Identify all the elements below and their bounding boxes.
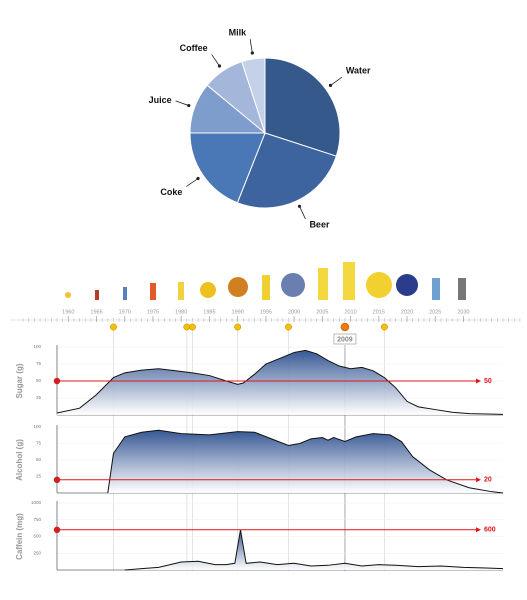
leader-dot xyxy=(196,176,200,181)
pie-label: Milk xyxy=(229,28,247,38)
axis-title: Sugar (g) xyxy=(15,363,24,398)
event-dot xyxy=(234,323,242,331)
selected-box xyxy=(333,333,357,345)
axis-title: Alcohol (g) xyxy=(15,439,24,481)
pie-slice xyxy=(264,57,341,157)
threshold-label: 20 xyxy=(484,477,492,484)
leader-line xyxy=(211,54,220,67)
threshold-arrow xyxy=(476,378,481,384)
y-tick-label: 75 xyxy=(36,361,42,366)
area-line xyxy=(56,349,504,415)
pie-label: Coke xyxy=(160,187,182,197)
y-tick-label: 500 xyxy=(33,534,41,539)
year-label: 2025 xyxy=(429,309,441,315)
selected-label: 2009 xyxy=(337,336,353,343)
threshold-dot xyxy=(53,526,61,533)
leader-line xyxy=(175,100,189,106)
y-tick-label: 25 xyxy=(36,474,42,479)
threshold-label: 600 xyxy=(484,527,496,534)
leader-dot xyxy=(217,64,222,68)
year-label: 2020 xyxy=(401,309,413,315)
y-tick-label: 50 xyxy=(36,457,42,462)
year-label: 2005 xyxy=(316,309,328,315)
leader-dot xyxy=(187,103,191,108)
y-tick-label: 1000 xyxy=(31,500,42,505)
threshold-arrow xyxy=(476,527,481,533)
character-icons xyxy=(65,262,466,300)
leader-dot xyxy=(297,204,302,208)
year-label: 2010 xyxy=(344,309,356,315)
area-fill xyxy=(57,350,503,415)
area-fill xyxy=(107,430,504,493)
year-label: 2030 xyxy=(457,309,469,315)
leader-dot xyxy=(328,83,333,87)
pie-slice xyxy=(189,132,266,204)
y-tick-label: 750 xyxy=(33,517,41,522)
year-label: 2015 xyxy=(373,309,385,315)
year-label: 1975 xyxy=(147,309,159,315)
y-tick-label: 50 xyxy=(36,378,42,383)
event-dot xyxy=(380,323,388,331)
year-label: 2000 xyxy=(288,309,300,315)
pie-label: Water xyxy=(346,66,371,76)
leader-dot xyxy=(250,51,254,55)
year-label: 1990 xyxy=(232,309,244,315)
y-tick-label: 75 xyxy=(36,441,42,446)
pie-slice xyxy=(236,132,337,209)
pie-label: Juice xyxy=(149,95,172,105)
threshold-arrow xyxy=(476,477,481,483)
leader-line xyxy=(186,178,199,187)
leader-line xyxy=(249,39,253,54)
year-label: 1970 xyxy=(119,309,131,315)
y-tick-label: 100 xyxy=(33,424,41,429)
y-tick-label: 100 xyxy=(33,344,41,349)
leader-line xyxy=(299,206,306,220)
threshold-dot xyxy=(53,476,61,483)
leader-line xyxy=(330,76,343,86)
pie-label: Beer xyxy=(309,219,330,229)
pie-label: Coffee xyxy=(180,43,208,53)
threshold-dot xyxy=(53,377,61,385)
axis-title: Caffein (mg) xyxy=(15,513,24,560)
y-tick-label: 250 xyxy=(33,550,41,555)
event-dot xyxy=(285,323,292,331)
event-dot xyxy=(189,323,196,331)
y-tick-label: 25 xyxy=(36,395,42,400)
selected-dot xyxy=(340,322,350,332)
area-line xyxy=(107,429,504,494)
area-fill xyxy=(124,529,504,570)
area-line xyxy=(124,529,504,571)
threshold-label: 50 xyxy=(484,378,492,385)
year-label: 1995 xyxy=(260,309,272,315)
year-label: 1980 xyxy=(175,309,187,315)
year-label: 1985 xyxy=(203,309,215,315)
event-dot xyxy=(110,323,117,331)
pie-slice xyxy=(241,57,266,134)
year-label: 1960 xyxy=(62,309,74,315)
year-label: 1965 xyxy=(90,309,102,315)
